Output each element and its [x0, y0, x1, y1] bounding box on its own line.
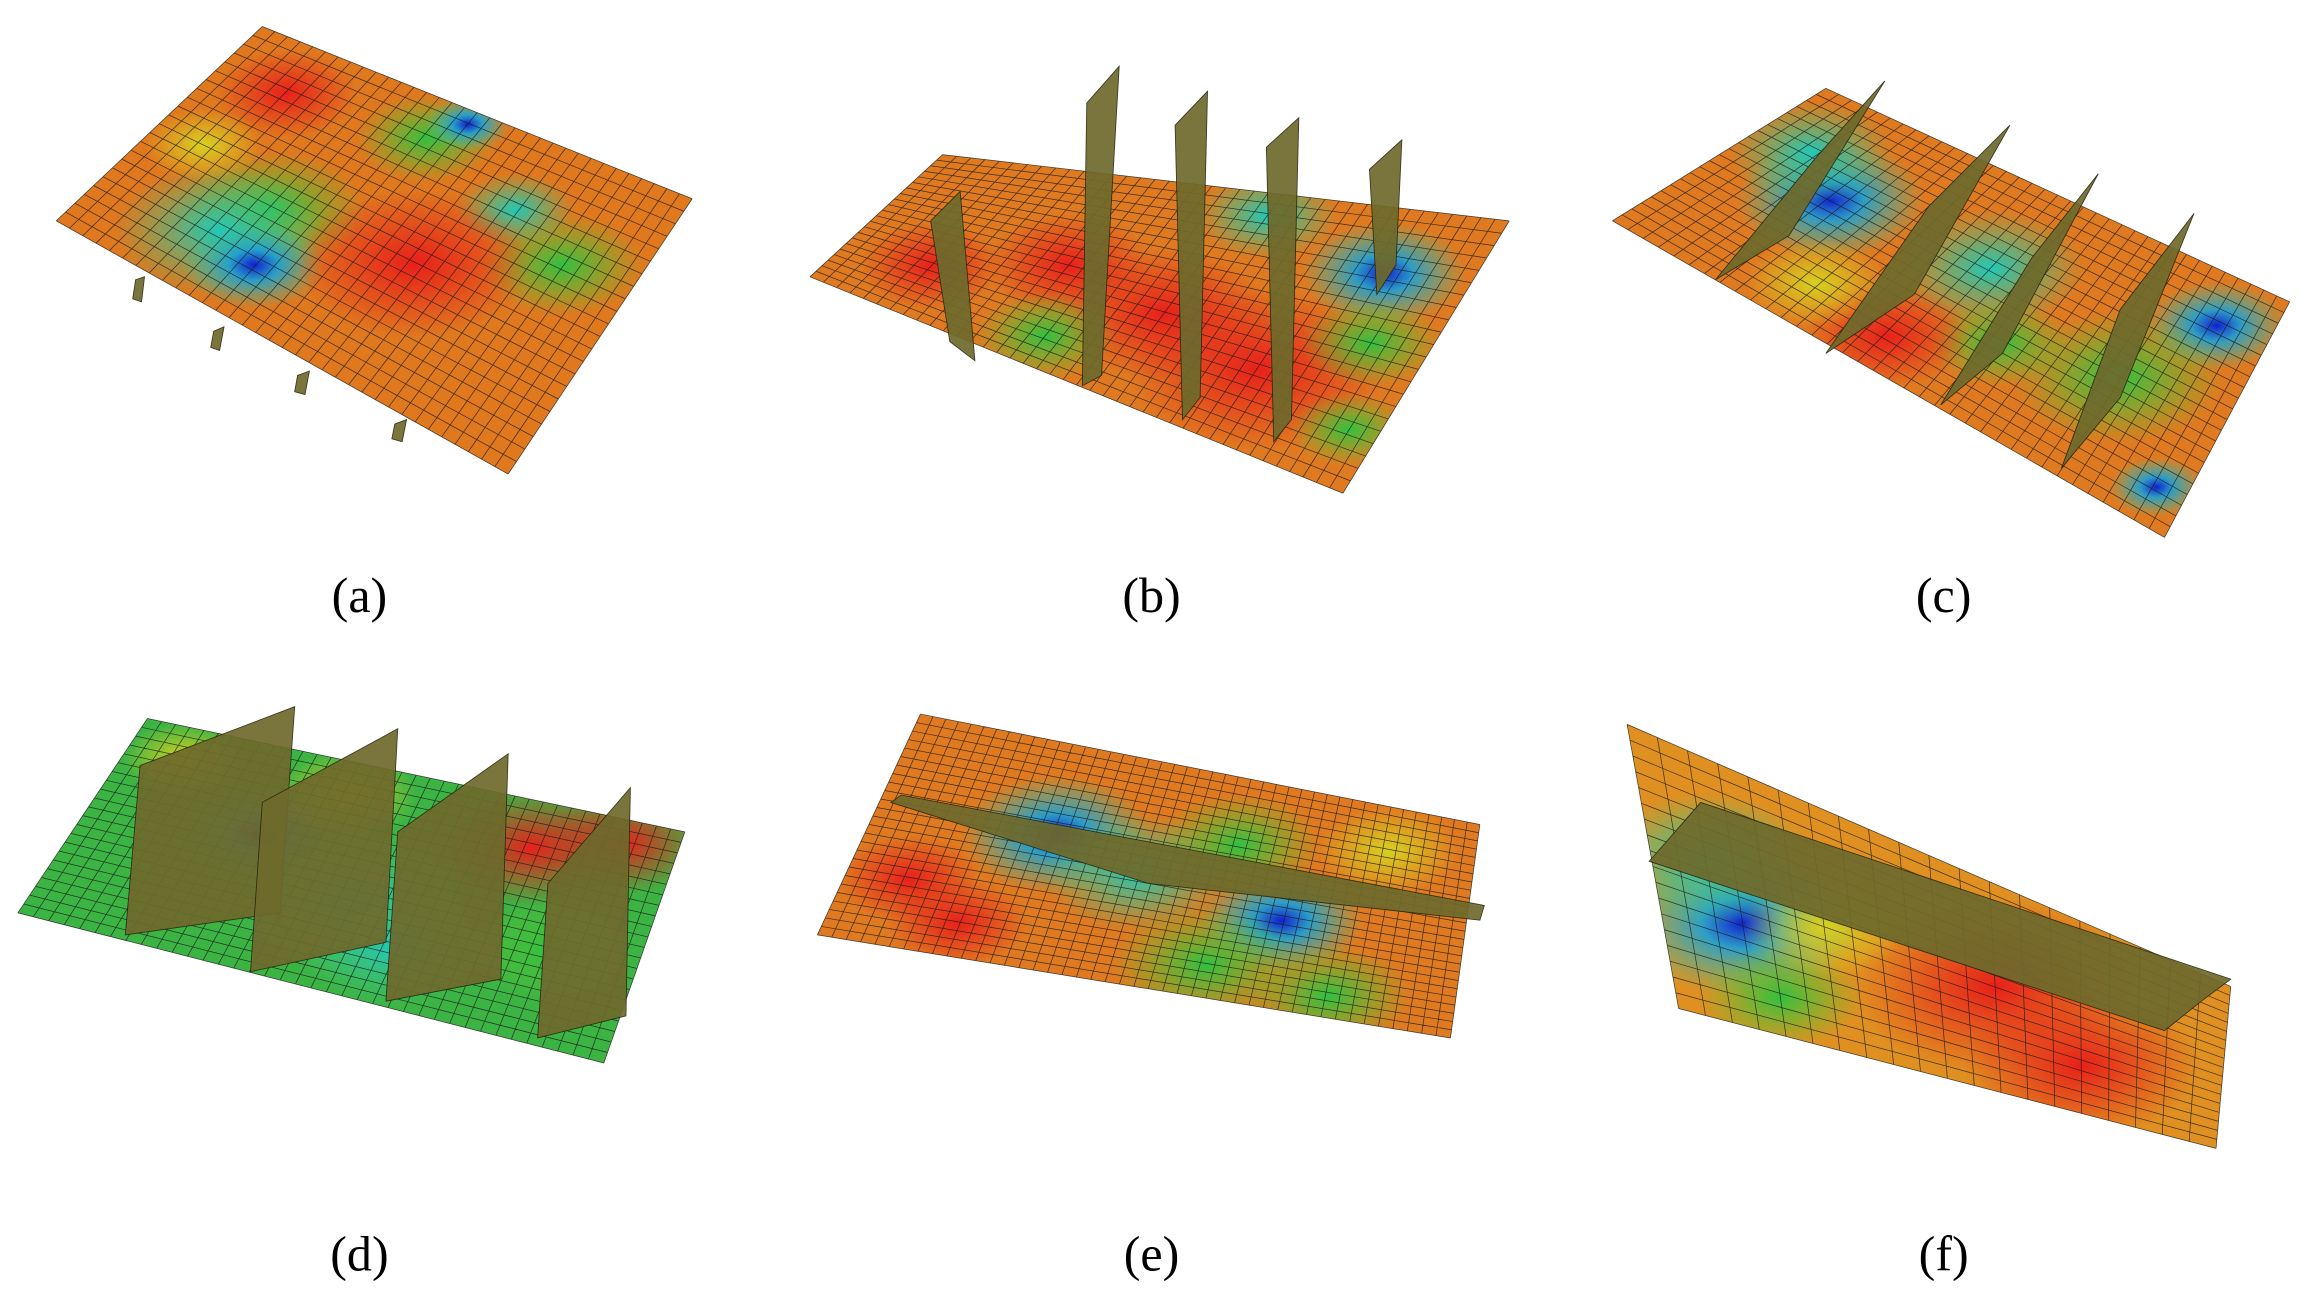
colour-blob [215, 49, 357, 138]
stiffener [1715, 80, 1886, 281]
mesh-panel [55, 26, 693, 475]
stiffener [385, 752, 509, 1002]
stiffener [294, 370, 310, 396]
panel-label: (c) [1916, 567, 1972, 623]
mesh-panel [17, 706, 686, 1064]
stiffener [250, 728, 399, 973]
panel-label: (f) [1919, 1225, 1969, 1281]
colour-field [113, 49, 645, 338]
mesh-panel [1626, 724, 2232, 1149]
stiffener [210, 326, 225, 351]
colour-blob [2109, 457, 2204, 517]
stiffener [1265, 116, 1300, 443]
colour-blob [183, 220, 325, 310]
stiffener [1081, 65, 1120, 387]
stiffener [132, 276, 146, 303]
mesh-panel [809, 65, 1510, 494]
stiffener [537, 786, 631, 1039]
stiffener [124, 706, 296, 936]
stiffener [2061, 213, 2195, 469]
panel-label: (e) [1124, 1225, 1180, 1281]
stiffener [1825, 124, 2011, 354]
mesh-panel [1612, 80, 2290, 538]
panel-label: (b) [1122, 567, 1180, 623]
stiffener [930, 190, 976, 362]
mesh-panel [817, 713, 1485, 1039]
stiffener [1940, 173, 2099, 406]
panel-label: (d) [330, 1225, 388, 1281]
panel-label: (a) [332, 567, 388, 623]
stiffener [1369, 138, 1403, 296]
mesh-grid [809, 154, 1510, 494]
stiffener [1648, 801, 2232, 1032]
stiffener [889, 794, 1485, 921]
colour-blob [838, 835, 981, 924]
colour-blob [296, 189, 532, 338]
stiffener [391, 418, 408, 443]
mesh-grid [55, 26, 693, 475]
stiffener [1174, 90, 1208, 421]
colour-blob [1744, 238, 1887, 328]
